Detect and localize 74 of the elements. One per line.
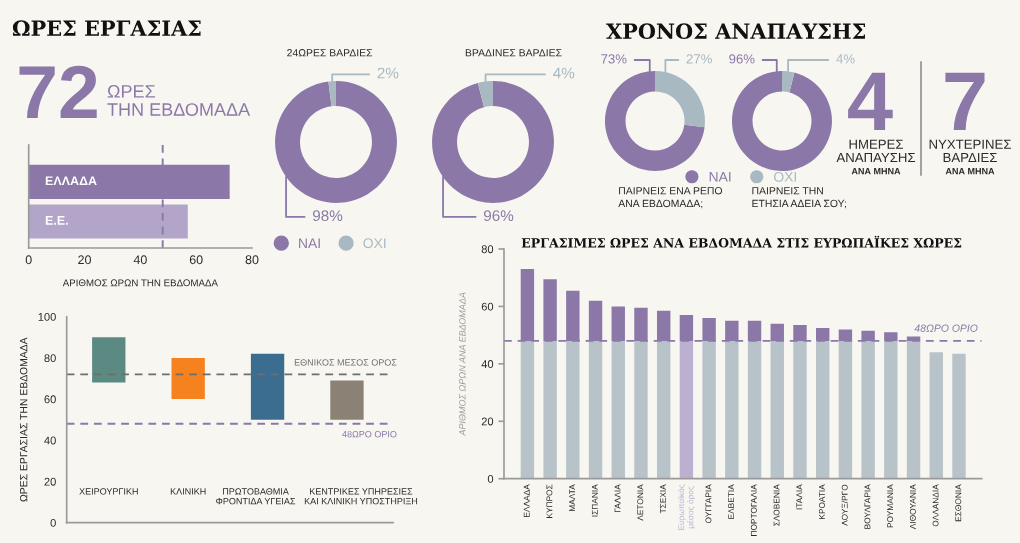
x-tick-label: Ευρωπαϊκός μέσος όρος [677, 484, 696, 530]
ref-line-label: ΕΘΝΙΚΟΣ ΜΕΣΟΣ ΟΡΟΣ [294, 359, 397, 366]
x-tick-label: 80 [245, 255, 259, 265]
text: 72 [19, 65, 97, 118]
data-label: 27% [686, 54, 712, 64]
x-tick-label: ΛΕΤΟΝΙΑ [637, 484, 644, 521]
x-tick-label: ΚΡΟΑΤΙΑ [819, 484, 825, 519]
x-tick-label: ΜΑΛΤΑ [569, 484, 575, 512]
y-tick-label: 40 [44, 436, 56, 445]
x-tick-label: 60 [189, 255, 203, 265]
x-tick-label: ΧΕΙΡΟΥΡΓΙΚΗ [79, 488, 138, 495]
text: ΧΡΟΝΟΣ ΑΝΑΠΑΥΣΗΣ [606, 23, 865, 40]
data-label: 4% [836, 54, 855, 64]
x-tick-label: ΚΛΙΝΙΚΗ [170, 488, 206, 495]
x-tick-label: 40 [133, 255, 147, 265]
data-label: 4% [553, 67, 575, 79]
data-label: 98% [312, 210, 343, 222]
x-tick-label: ΡΟΥΜΑΝΙΑ [887, 484, 894, 528]
y-tick-label: 40 [481, 360, 494, 368]
y-tick-label: Ε.Ε. [45, 216, 68, 225]
data-label: 96% [483, 210, 514, 222]
x-tick-label: ΓΑΛΛΙΑ [614, 484, 621, 512]
x-tick-label: 20 [78, 255, 91, 265]
legend-label: ΟΧΙ [363, 238, 386, 249]
x-tick-label: ΠΡΩΤΟΒΑΘΜΙΑ ΦΡΟΝΤΙΔΑ ΥΓΕΙΑΣ [216, 488, 296, 505]
text: ΠΑΙΡΝΕΙΣ ΤΗΝ ΕΤΗΣΙΑ ΑΔΕΙΑ ΣΟΥ; [752, 187, 846, 209]
y-tick-label: 0 [487, 474, 494, 483]
x-tick-label: 0 [25, 255, 32, 265]
x-tick-label: ΣΛΟΒΕΝΙΑ [773, 484, 780, 526]
x-tick-label: ΙΤΑΛΙΑ [796, 484, 803, 510]
text: ΝΥΧΤΕΡΙΝΕΣ ΒΑΡΔΙΕΣ [929, 139, 1011, 163]
x-tick-label: ΛΙΘΟΥΑΝΙΑ [909, 484, 916, 530]
x-tick-label: ΒΟΥΛΓΑΡΙΑ [864, 484, 871, 529]
x-axis-title: ΑΡΙΘΜΟΣ ΩΡΩΝ ΤΗΝ ΕΒΔΟΜΑΔΑ [62, 279, 218, 287]
x-tick-label: ΛΟΥΞ/ΡΓΟ [841, 484, 848, 526]
legend-label: ΟΧΙ [774, 171, 797, 182]
chart-title: 24ΩΡΕΣ ΒΑΡΔΙΕΣ [287, 49, 373, 57]
y-tick-label: ΕΛΛΑΔΑ [45, 176, 97, 186]
x-tick-label: ΚΥΠΡΟΣ [546, 484, 553, 518]
y-tick-label: 60 [44, 395, 56, 404]
text: ΗΜΕΡΕΣ ΑΝΑΠΑΥΣΗΣ [836, 139, 916, 163]
text: ΩΡΕΣ ΤΗΝ ΕΒΔΟΜΑΔΑ [107, 84, 251, 116]
y-tick-label: 60 [481, 302, 494, 311]
x-tick-label: ΙΣΠΑΝΙΑ [591, 484, 598, 517]
x-tick-label: ΚΕΝΤΡΙΚΕΣ ΥΠΗΡΕΣΙΕΣ ΚΑΙ ΚΛΙΝΙΚΗ ΥΠΟΣΤΗΡΙΞΗ [304, 488, 418, 505]
y-tick-label: 80 [481, 245, 494, 254]
x-tick-label: ΟΛΛΑΝΔΙΑ [932, 484, 939, 527]
text: 4 [848, 72, 893, 130]
legend-label: ΝΑΙ [299, 238, 320, 248]
ref-line-label: 48ΩΡΟ ΟΡΙΟ [914, 324, 978, 332]
x-tick-label: ΤΣΕΧΙΑ [660, 484, 666, 514]
x-tick-label: ΕΣΘΟΝΙΑ [955, 484, 962, 522]
y-tick-label: 20 [481, 417, 494, 426]
legend-label: ΝΑΙ [709, 172, 731, 182]
y-axis-title: ΑΡΙΘΜΟΣ ΩΡΩΝ ΑΝΑ ΕΒΔΟΜΑΔΑ [459, 292, 466, 437]
x-tick-label: ΟΥΓΓΑΡΙΑ [705, 484, 712, 524]
y-tick-label: 100 [38, 312, 56, 321]
ref-line-label: 48ΩΡΟ ΟΡΙΟ [342, 431, 397, 438]
text: ΑΝΑ ΜΗΝΑ [851, 168, 901, 175]
x-tick-label: ΕΛΛΑΔΑ [523, 484, 530, 517]
data-label: 2% [377, 67, 399, 79]
y-tick-label: 80 [44, 354, 56, 363]
x-tick-label: ΕΛΒΕΤΙΑ [728, 484, 734, 519]
text: ΠΑΙΡΝΕΙΣ ΕΝΑ ΡΕΠΟ ΑΝΑ ΕΒΔΟΜΑΔΑ; [618, 187, 723, 209]
chart-title: ΒΡΑΔΙΝΕΣ ΒΑΡΔΙΕΣ [465, 49, 562, 57]
text: 7 [945, 72, 985, 130]
x-tick-label: ΠΟΡΤΟΓΑΛΙΑ [750, 484, 757, 536]
y-tick-label: 20 [44, 477, 56, 486]
chart-title: ΕΡΓΑΣΙΜΕΣ ΩΡΕΣ ΑΝΑ ΕΒΔΟΜΑΔΑ ΣΤΙΣ ΕΥΡΩΠΑΪΚΕΣ ΧΩΡΕΣ [521, 235, 962, 248]
y-axis-title: ΩΡΕΣ ΕΡΓΑΣΙΑΣ ΤΗΝ ΕΒΔΟΜΑΔΑ [19, 337, 28, 502]
data-label: 73% [601, 54, 627, 64]
text: ΩΡΕΣ ΕΡΓΑΣΙΑΣ [12, 20, 201, 36]
text: ΑΝΑ ΜΗΝΑ [945, 168, 995, 175]
data-label: 96% [729, 54, 755, 64]
